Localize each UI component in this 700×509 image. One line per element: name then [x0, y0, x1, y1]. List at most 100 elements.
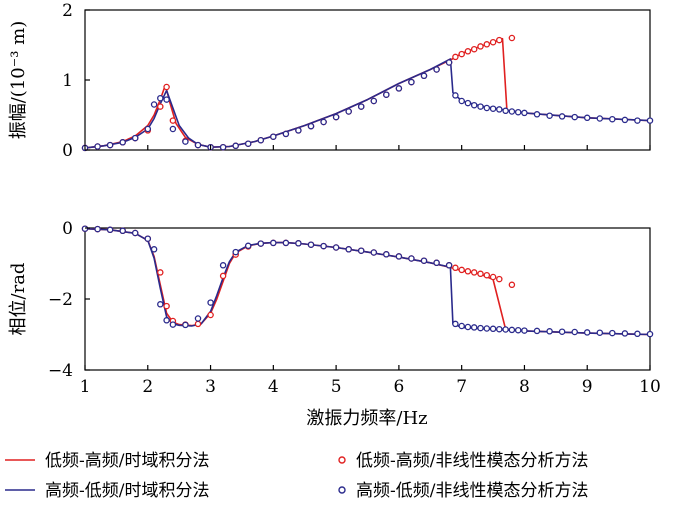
phase-data-point: [452, 320, 459, 328]
amplitude-data-point: [489, 105, 497, 112]
amplitude-data-point: [106, 141, 114, 149]
amplitude-data-point: [182, 138, 189, 145]
phase-y-tick-label: −4: [48, 361, 73, 381]
amplitude-data-point: [383, 91, 390, 98]
phase-data-point: [646, 330, 654, 338]
amplitude-data-point: [232, 142, 239, 150]
amplitude-data-point: [533, 111, 541, 118]
phase-data-point: [119, 227, 126, 235]
phase-data-point: [452, 264, 459, 272]
phase-data-point: [464, 268, 472, 275]
phase-data-point: [370, 249, 378, 256]
phase-data-point: [502, 326, 509, 333]
phase-data-point: [445, 262, 453, 269]
legend-marker-swatch: [338, 486, 346, 494]
amplitude-data-point: [150, 101, 158, 108]
phase-data-point: [232, 248, 239, 256]
legend-entry-label: 低频-高频/非线性模态分析方法: [356, 451, 588, 471]
x-tick-label: 4: [268, 377, 279, 397]
phase-series-line: [84, 227, 651, 336]
x-tick-label: 8: [519, 377, 530, 397]
amplitude-data-point: [157, 103, 164, 110]
amplitude-data-point: [583, 114, 591, 122]
amplitude-data-point: [408, 78, 415, 86]
amplitude-data-point: [194, 141, 202, 149]
legend-entry-label: 高频-低频/时域积分法: [45, 481, 209, 501]
amplitude-data-point: [464, 48, 472, 55]
amplitude-y-tick-label: 2: [62, 1, 73, 21]
phase-data-point: [295, 240, 302, 247]
phase-data-point: [106, 226, 114, 234]
amplitude-data-point: [395, 85, 403, 92]
x-tick-label: 5: [331, 377, 342, 397]
amplitude-y-tick-label: 0: [62, 141, 73, 161]
amplitude-data-point: [345, 108, 352, 115]
phase-y-tick-label: −2: [48, 290, 73, 310]
amplitude-data-point: [94, 143, 101, 150]
phase-data-point: [521, 327, 528, 334]
phase-data-point: [508, 326, 516, 334]
phase-data-point: [533, 327, 541, 335]
amplitude-data-point: [295, 127, 302, 134]
amplitude-data-point: [244, 140, 252, 147]
amplitude-data-point: [477, 103, 484, 110]
amplitude-data-point: [169, 117, 177, 124]
phase-data-point: [131, 229, 139, 237]
amplitude-data-point: [332, 113, 340, 121]
phase-data-point: [94, 225, 101, 233]
phase-data-point: [489, 273, 497, 281]
phase-data-point: [489, 325, 497, 333]
x-tick-label: 10: [639, 377, 661, 397]
phase-data-point: [307, 241, 315, 248]
x-tick-label: 7: [456, 377, 467, 397]
phase-data-point: [194, 315, 202, 322]
phase-data-point: [470, 324, 478, 331]
phase-data-point: [609, 329, 616, 337]
phase-data-point: [320, 242, 327, 250]
amplitude-y-tick-label: 1: [62, 71, 73, 91]
phase-data-point: [150, 246, 158, 253]
phase-data-point: [357, 247, 365, 254]
amplitude-data-point: [514, 108, 522, 116]
phase-panel: 0 −2 −4 1 2 3 4 5 6 7 8 9 10 相位/rad 激振力频率/Hz: [8, 219, 661, 429]
amplitude-data-point: [634, 117, 641, 124]
amplitude-data-point: [458, 50, 465, 58]
phase-data-point: [546, 328, 553, 335]
phase-data-point: [270, 239, 277, 247]
phase-data-point: [508, 281, 516, 289]
amplitude-data-point: [370, 97, 378, 105]
amplitude-data-point: [621, 116, 629, 124]
phase-data-point: [583, 329, 591, 336]
amplitude-data-point: [546, 112, 553, 119]
phase-y-ticks: 0 −2 −4: [48, 219, 90, 381]
phase-plot-frame: [84, 227, 651, 371]
amplitude-data-point: [433, 66, 440, 73]
amplitude-data-point: [131, 134, 139, 142]
phase-data-point: [470, 269, 478, 276]
amplitude-data-point: [470, 45, 478, 53]
amplitude-data-point: [420, 72, 428, 80]
phase-x-ticks: 1 2 3 4 5 6 7 8 9 10: [80, 365, 661, 397]
amplitude-data-point: [163, 96, 170, 103]
amplitude-data-point: [483, 104, 491, 112]
amplitude-data-point: [646, 117, 654, 124]
amplitude-data-point: [508, 108, 516, 115]
legend-marker-swatch: [338, 456, 346, 464]
amplitude-data-point: [357, 103, 365, 110]
phase-data-point: [207, 299, 214, 306]
amplitude-data-point: [521, 109, 528, 117]
amplitude-y-axis-label: 振幅/(10⁻³ m): [8, 21, 29, 140]
phase-data-point: [244, 242, 252, 250]
phase-data-point: [194, 320, 202, 328]
legend-entry-label: 高频-低频/非线性模态分析方法: [356, 481, 588, 501]
x-tick-label: 3: [205, 377, 216, 397]
phase-y-axis-label: 相位/rad: [8, 263, 29, 336]
phase-data-point: [420, 257, 428, 264]
amplitude-data-point: [169, 125, 177, 133]
amplitude-data-point: [470, 101, 478, 109]
phase-data-point: [634, 330, 641, 338]
legend-entry-label: 低频-高频/时域积分法: [45, 451, 209, 471]
phase-data-point: [571, 328, 578, 336]
phase-data-point: [163, 317, 170, 324]
phase-data-point: [257, 240, 265, 247]
